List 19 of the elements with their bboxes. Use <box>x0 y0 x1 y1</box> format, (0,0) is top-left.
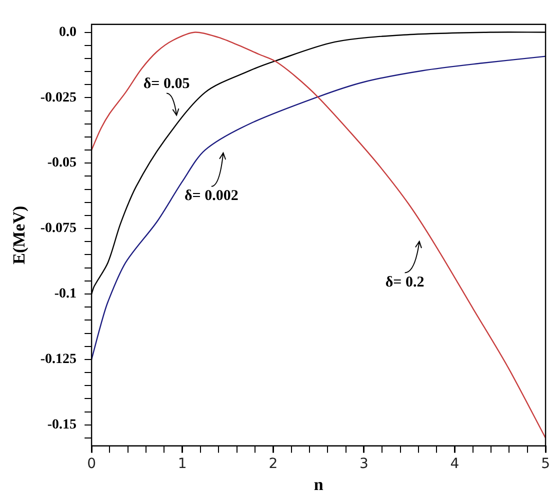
annotation: δ= 0.2 <box>385 274 424 291</box>
annotation: δ= 0.05 <box>143 76 190 92</box>
x-tick-label: 0 <box>87 456 96 472</box>
x-tick-label: 4 <box>450 456 460 472</box>
annotation: δ= 0.002 <box>184 188 238 204</box>
x-axis-title: n <box>314 475 324 494</box>
y-axis-title: E(MeV) <box>10 206 29 264</box>
y-tick-label: -0.15 <box>47 417 77 432</box>
x-tick-label: 3 <box>359 456 368 472</box>
y-tick-label: -0.075 <box>40 221 77 236</box>
y-tick-label: -0.025 <box>40 90 77 106</box>
x-tick-label: 2 <box>268 456 278 472</box>
y-tick-label: -0.05 <box>47 156 77 171</box>
y-tick-label: 0.0 <box>59 24 77 40</box>
x-tick-label: 1 <box>178 456 187 472</box>
y-tick-label: -0.125 <box>40 352 77 368</box>
y-tick-label: -0.1 <box>54 286 77 302</box>
line-series <box>92 56 546 360</box>
x-tick-label: 5 <box>541 456 550 472</box>
